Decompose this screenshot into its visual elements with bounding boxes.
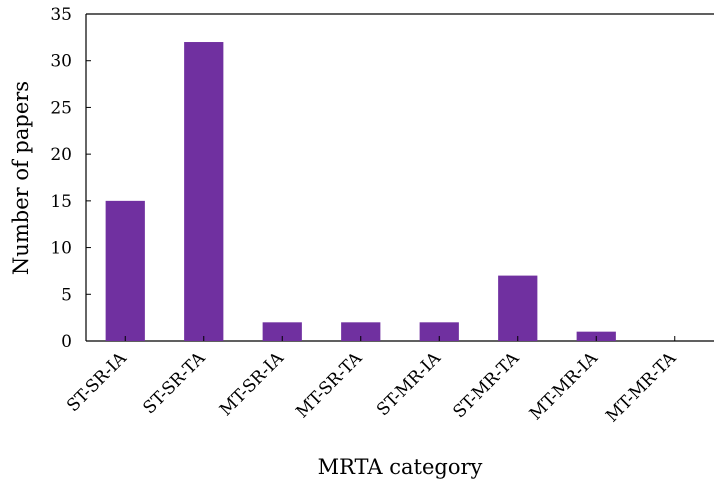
y-tick-label: 5 [61, 285, 72, 305]
y-tick-label: 20 [50, 145, 72, 165]
y-tick-label: 0 [61, 332, 72, 352]
y-tick-label: 15 [50, 192, 72, 212]
bar-mt-sr-ta [341, 322, 381, 341]
x-ticks: ST-SR-IA ST-SR-TA MT-SR-IA MT-SR-TA ST-MR-IA… [63, 336, 681, 426]
bar-mt-sr-ia [262, 322, 302, 341]
x-tick-label: MT-MR-TA [602, 348, 681, 427]
x-tick-label: ST-MR-TA [449, 348, 523, 422]
bar-st-mr-ta [498, 275, 538, 341]
bar-st-sr-ta [184, 42, 224, 342]
x-tick-label: MT-SR-IA [216, 348, 288, 420]
bars [105, 42, 616, 342]
x-tick-label: ST-SR-TA [139, 348, 209, 418]
y-tick-label: 10 [50, 239, 72, 259]
y-axis-title: Number of papers [9, 81, 33, 275]
bar-st-sr-ia [105, 200, 145, 341]
y-tick-label: 35 [50, 5, 72, 25]
y-ticks: 0 5 10 15 20 25 30 35 [50, 5, 91, 352]
x-tick-label: ST-MR-IA [373, 348, 445, 420]
x-tick-label: ST-SR-IA [63, 348, 131, 416]
x-tick-label: MT-MR-IA [526, 348, 602, 424]
x-axis-title: MRTA category [318, 455, 483, 479]
bar-st-mr-ia [419, 322, 459, 341]
y-tick-label: 30 [50, 52, 72, 72]
y-tick-label: 25 [50, 98, 72, 118]
x-tick-label: MT-SR-TA [292, 348, 366, 422]
